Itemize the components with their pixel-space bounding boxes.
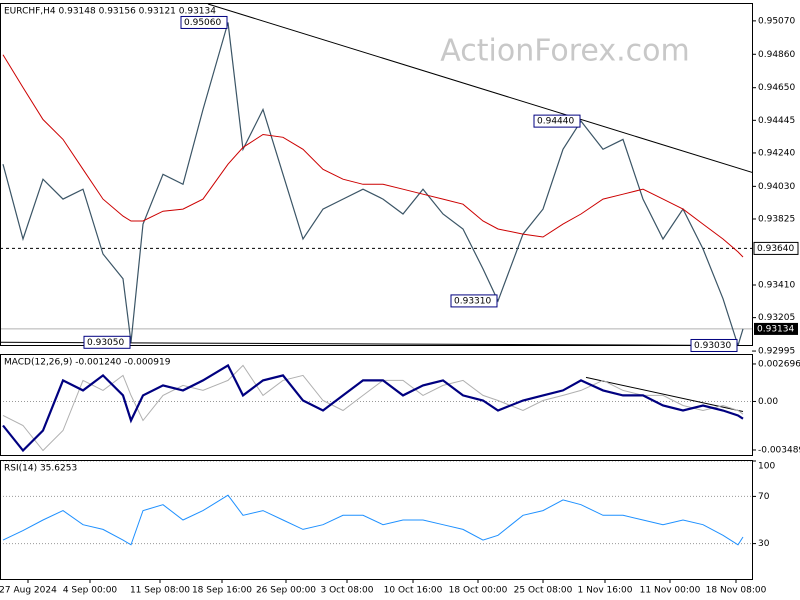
last-price-label: 0.93134 bbox=[757, 324, 794, 334]
series-line bbox=[2, 22, 744, 345]
y-tick-label: 0.94240 bbox=[758, 148, 795, 158]
x-tick-label: 18 Nov 08:00 bbox=[706, 586, 767, 596]
y-tick-label: 0.93410 bbox=[758, 281, 795, 291]
y-tick-label: 0.00 bbox=[758, 397, 778, 407]
x-tick-label: 10 Oct 16:00 bbox=[384, 586, 443, 596]
annotation-label: 0.93030 bbox=[694, 341, 731, 351]
pane-title: EURCHF,H4 0.93148 0.93156 0.93121 0.9313… bbox=[4, 7, 216, 17]
x-tick-label: 1 Nov 16:00 bbox=[578, 586, 633, 596]
y-tick-label: 0.92995 bbox=[758, 347, 795, 357]
y-tick-label: 0.93825 bbox=[758, 214, 795, 224]
annotation-label: 0.93310 bbox=[454, 296, 491, 306]
x-tick-label: 18 Sep 16:00 bbox=[192, 586, 252, 596]
annotation-box bbox=[533, 114, 581, 128]
series-line bbox=[2, 363, 744, 453]
pane-title: MACD(12,26,9) -0.001240 -0.000919 bbox=[4, 358, 171, 368]
annotation-box bbox=[83, 335, 131, 349]
trendline bbox=[585, 376, 744, 412]
y-tick-label: 0.002696 bbox=[758, 359, 800, 369]
annotation-box bbox=[180, 15, 228, 29]
annotation-label: 0.95060 bbox=[184, 18, 221, 28]
annotation-label: 0.93050 bbox=[87, 338, 124, 348]
series-line bbox=[2, 364, 744, 452]
annotation-label: 0.94440 bbox=[537, 117, 574, 127]
x-tick-label: 11 Sep 08:00 bbox=[130, 586, 190, 596]
x-tick-label: 11 Nov 00:00 bbox=[640, 586, 701, 596]
x-tick-label: 26 Sep 00:00 bbox=[256, 586, 316, 596]
watermark: ActionForex.com bbox=[440, 34, 689, 69]
trendline bbox=[207, 4, 752, 173]
y-tick-label: 0.94030 bbox=[758, 182, 795, 192]
x-tick-label: 27 Aug 2024 bbox=[0, 586, 57, 596]
y-tick-label: 70 bbox=[758, 492, 770, 502]
y-tick-label: 0.95070 bbox=[758, 16, 795, 26]
level-label-box bbox=[753, 241, 799, 255]
y-tick-label: 30 bbox=[758, 539, 770, 549]
y-tick-label: 0.94650 bbox=[758, 83, 795, 93]
x-tick-label: 3 Oct 08:00 bbox=[321, 586, 374, 596]
x-tick-label: 4 Sep 00:00 bbox=[63, 586, 118, 596]
pane bbox=[0, 363, 752, 453]
y-tick-label: 0.94860 bbox=[758, 50, 795, 60]
pane-frame bbox=[0, 354, 753, 456]
series-line bbox=[2, 54, 744, 258]
x-tick-label: 25 Oct 08:00 bbox=[514, 586, 573, 596]
last-price-box bbox=[754, 322, 798, 335]
pane-title: RSI(14) 35.6253 bbox=[4, 464, 77, 474]
y-tick-label: 0.93205 bbox=[758, 313, 795, 323]
pane bbox=[0, 461, 752, 546]
y-tick-label: -0.003489 bbox=[758, 445, 800, 455]
annotation-box bbox=[450, 294, 498, 308]
pane-frame bbox=[0, 3, 753, 346]
y-tick-label: 0.94445 bbox=[758, 116, 795, 126]
x-tick-label: 18 Oct 00:00 bbox=[449, 586, 508, 596]
pane-frame bbox=[0, 460, 753, 580]
series-line bbox=[2, 494, 744, 546]
level-label: 0.93640 bbox=[757, 244, 794, 254]
annotation-box bbox=[690, 338, 738, 352]
y-tick-label: 100 bbox=[758, 462, 775, 472]
